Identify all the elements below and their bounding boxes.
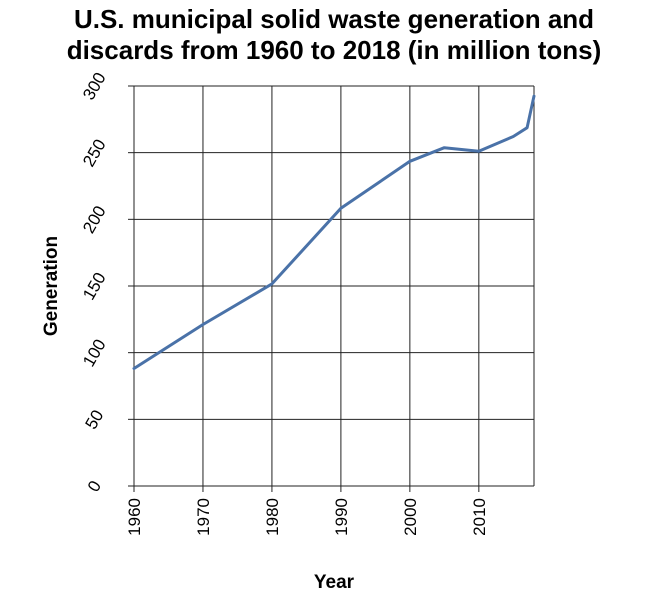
chart-title: U.S. municipal solid waste generation an…	[0, 4, 668, 66]
x-tick-label: 2000	[401, 498, 420, 536]
y-tick-label: 100	[79, 336, 110, 370]
chart-title-line-2: discards from 1960 to 2018 (in million t…	[66, 35, 602, 65]
y-tick-label: 200	[79, 203, 110, 237]
y-tick-label: 250	[79, 136, 110, 170]
series-group	[132, 94, 536, 370]
x-axis-label: Year	[314, 572, 355, 593]
x-tick-label: 2010	[470, 498, 489, 536]
y-tick-label: 150	[79, 269, 110, 303]
x-axis-ticks: 1960 1970 1980 1990 2000 2010	[125, 486, 489, 536]
grid	[133, 85, 535, 487]
series-line	[132, 94, 536, 370]
y-axis-ticks: 0 50 100 150 200 250 300	[79, 69, 134, 495]
chart-title-line-1: U.S. municipal solid waste generation an…	[73, 4, 595, 34]
y-axis-label: Generation	[41, 236, 62, 336]
y-tick-label: 50	[81, 407, 107, 433]
x-tick-label: 1970	[194, 498, 213, 536]
y-tick-label: 0	[84, 477, 105, 495]
x-tick-label: 1990	[332, 498, 351, 536]
x-tick-label: 1980	[263, 498, 282, 536]
x-tick-label: 1960	[125, 498, 144, 536]
y-tick-label: 300	[79, 69, 110, 103]
